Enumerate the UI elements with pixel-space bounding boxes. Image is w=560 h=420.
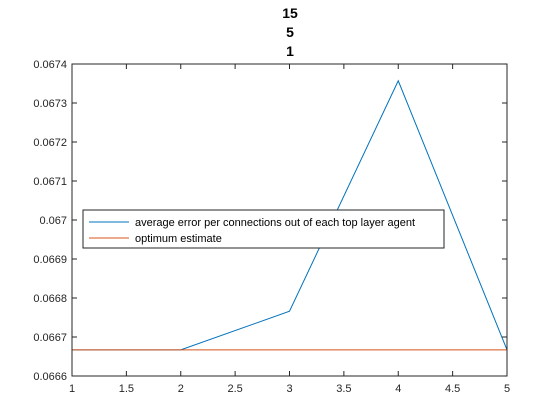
x-tick-label: 2.5	[227, 383, 242, 395]
x-tick-label: 3	[286, 383, 292, 395]
title-line-2: 5	[286, 24, 294, 40]
y-tick-label: 0.0669	[33, 254, 67, 266]
y-tick-label: 0.0674	[33, 59, 67, 71]
series-group	[72, 79, 508, 351]
axes: 1 1.5 2 2.5 3 3.5 4 4.5 5 0.0666 0.0667 0.0668 0.066…	[33, 59, 510, 395]
chart-title: 15 5 1	[282, 5, 298, 59]
title-line-1: 15	[282, 5, 298, 21]
x-tick-label: 4	[395, 383, 401, 395]
y-tick-label: 0.0666	[33, 371, 67, 383]
y-tick-label: 0.0667	[33, 332, 67, 344]
x-tick-label: 4.5	[445, 383, 460, 395]
legend-label-series-2: optimum estimate	[135, 233, 222, 245]
legend-label-series-1: average error per connections out of eac…	[135, 217, 415, 229]
legend: average error per connections out of eac…	[82, 209, 445, 249]
y-tick-label: 0.0671	[33, 176, 67, 188]
x-tick-label: 1	[69, 383, 75, 395]
x-tick-label: 1.5	[119, 383, 134, 395]
x-tick-label: 5	[504, 383, 510, 395]
x-tick-label: 2	[178, 383, 184, 395]
y-tick-label: 0.0668	[33, 293, 67, 305]
legend-box	[82, 209, 445, 249]
x-tick-label: 3.5	[336, 383, 351, 395]
title-line-3: 1	[286, 43, 294, 59]
y-tick-label: 0.0672	[33, 137, 67, 149]
y-tick-label: 0.0673	[33, 98, 67, 110]
y-tick-label: 0.067	[39, 215, 67, 227]
